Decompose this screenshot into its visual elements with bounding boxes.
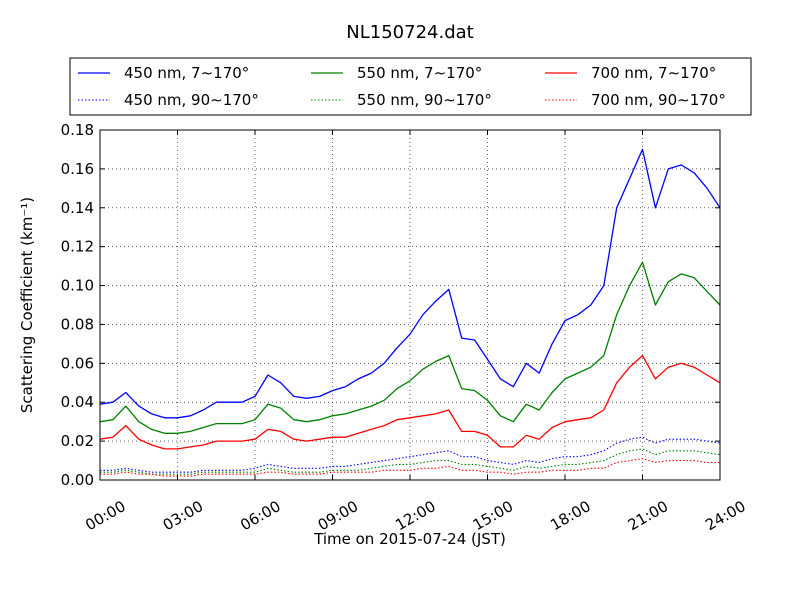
y-axis-label: Scattering Coefficient (km⁻¹) [18, 197, 36, 413]
x-axis-label: Time on 2015-07-24 (JST) [313, 530, 506, 548]
y-tick-label: 0.06 [61, 354, 94, 372]
series-line-450-total [99, 148, 721, 419]
legend-label-450-total: 450 nm, 7∼170° [124, 64, 249, 82]
legend-label-550-total: 550 nm, 7∼170° [357, 64, 482, 82]
y-tick-label: 0.08 [61, 315, 94, 333]
series-line-550-total [99, 261, 721, 434]
plot-series [99, 148, 721, 477]
series-line-550-back [100, 448, 721, 475]
y-tick-label: 0.14 [61, 199, 94, 217]
y-tick-label: 0.04 [61, 393, 94, 411]
legend: 450 nm, 7∼170° 450 nm, 90∼170° 550 nm, 7… [69, 57, 752, 116]
y-tick-label: 0.12 [61, 238, 94, 256]
series-line-450-back [100, 436, 721, 473]
chart-title: NL150724.dat [346, 22, 473, 43]
legend-label-700-total: 700 nm, 7∼170° [591, 64, 716, 82]
legend-label-550-back: 550 nm, 90∼170° [357, 91, 492, 109]
legend-label-700-back: 700 nm, 90∼170° [591, 91, 726, 109]
y-tick-label: 0.02 [61, 432, 94, 450]
y-tick-label: 0.10 [61, 277, 94, 295]
y-tick-label: 0.00 [61, 471, 94, 489]
y-tick-label: 0.16 [61, 160, 94, 178]
legend-box [69, 57, 752, 116]
legend-label-450-back: 450 nm, 90∼170° [124, 91, 259, 109]
y-tick-label: 0.18 [61, 121, 94, 139]
series-line-700-total [99, 354, 721, 450]
